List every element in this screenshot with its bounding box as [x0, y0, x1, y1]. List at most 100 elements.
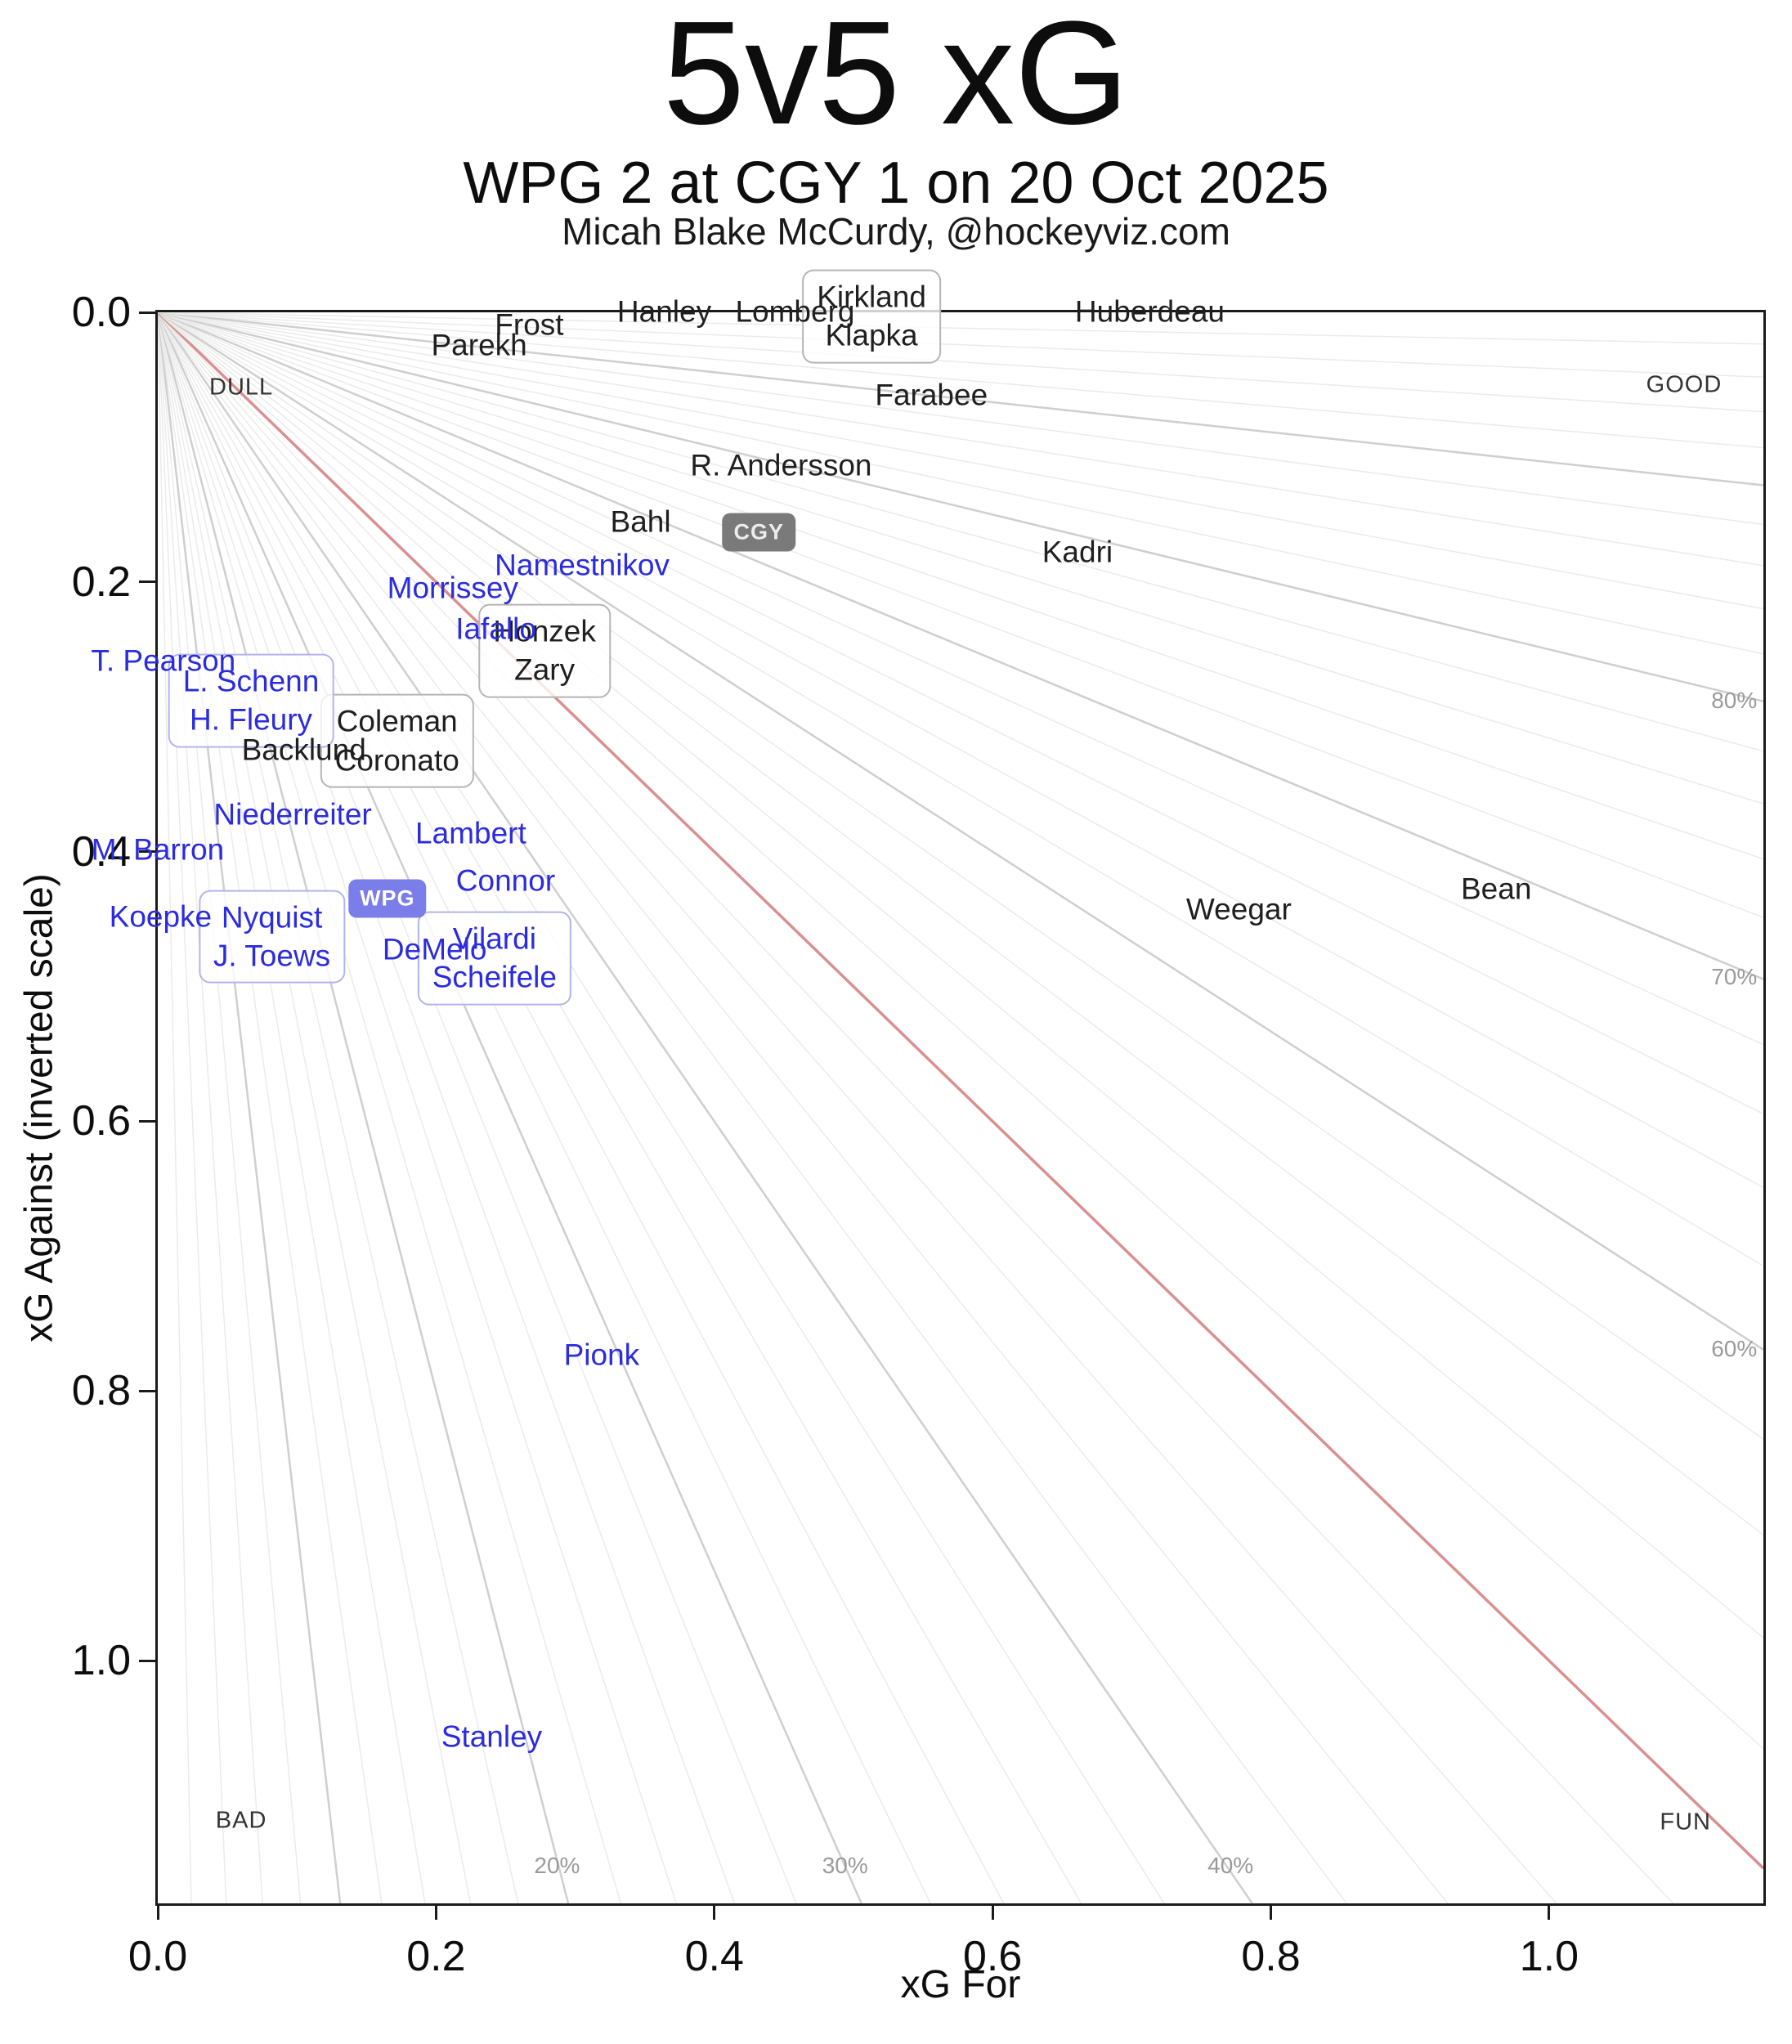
- share-line-92pct: [158, 312, 1763, 449]
- share-line-label-80%: 80%: [1711, 687, 1758, 713]
- y-axis-tick: [139, 1389, 155, 1392]
- share-line-38pct: [158, 312, 1165, 1903]
- x-axis-tick: [991, 1903, 994, 1920]
- player-pair-box: Kirkland Klapka: [802, 269, 941, 364]
- x-axis-tick: [713, 1903, 716, 1920]
- player-pair-box: Vilardi Scheifele: [417, 911, 571, 1006]
- share-line-84pct: [158, 312, 1763, 610]
- y-axis-tick: [139, 850, 155, 854]
- player-label: Huberdeau: [1074, 294, 1225, 329]
- share-line-88pct: [158, 312, 1763, 526]
- share-line-16pct: [158, 312, 472, 1903]
- player-label: Kirkland: [817, 280, 926, 314]
- x-axis-tick: [156, 1903, 159, 1920]
- chart-title: 5v5 xG: [662, 0, 1130, 155]
- y-axis-tick-label: 0.6: [71, 1097, 131, 1145]
- player-pair-box: Nyquist J. Toews: [198, 890, 346, 984]
- share-line-64pct: [158, 312, 1763, 1189]
- y-axis-tick-label: 1.0: [71, 1637, 131, 1685]
- corner-label-bad: BAD: [215, 1807, 267, 1834]
- y-axis-tick-label: 0.4: [71, 827, 131, 876]
- player-label: Parekh: [431, 328, 527, 362]
- share-line-6pct: [158, 312, 263, 1903]
- player-label: R. Andersson: [690, 448, 872, 482]
- share-line-46pct: [158, 312, 1557, 1903]
- share-line-label-20%: 20%: [534, 1852, 580, 1878]
- player-label: Bahl: [610, 504, 671, 539]
- share-line-76pct: [158, 312, 1763, 805]
- player-label: Coronato: [334, 743, 459, 778]
- share-line-98pct: [158, 312, 1763, 345]
- share-line-56pct: [158, 312, 1763, 1535]
- share-line-12pct: [158, 312, 383, 1903]
- share-line-60pct: [158, 312, 1763, 1351]
- x-axis-tick-label: 0.0: [128, 1933, 188, 1980]
- share-line-label-40%: 40%: [1207, 1852, 1254, 1878]
- player-label: L. Schenn: [182, 664, 320, 698]
- share-line-2pct: [158, 312, 192, 1903]
- player-pair-box: L. Schenn H. Fleury: [168, 653, 334, 748]
- share-line-68pct: [158, 312, 1763, 1046]
- share-line-28pct: [158, 312, 797, 1903]
- player-label: Klapka: [825, 318, 918, 352]
- x-axis-tick: [434, 1903, 437, 1920]
- share-line-18pct: [158, 312, 519, 1903]
- player-label: J. Toews: [213, 939, 331, 973]
- player-label: Koepke: [109, 900, 213, 935]
- y-axis-tick: [139, 1659, 155, 1662]
- share-line-78pct: [158, 312, 1763, 752]
- share-fan-lines: [158, 312, 1763, 1903]
- share-line-80pct: [158, 312, 1763, 703]
- player-label: Connor: [455, 863, 556, 898]
- player-label: M. Barron: [91, 832, 225, 867]
- share-line-94pct: [158, 312, 1763, 413]
- share-line-86pct: [158, 312, 1763, 567]
- y-axis-tick-label: 0.0: [71, 289, 131, 336]
- player-label: Vilardi: [452, 921, 536, 956]
- y-axis-tick: [139, 1119, 155, 1123]
- share-line-48pct: [158, 312, 1674, 1903]
- share-line-label-70%: 70%: [1711, 964, 1758, 990]
- y-axis-tick: [139, 580, 155, 584]
- chart-attribution: Micah Blake McCurdy, @hockeyviz.com: [562, 210, 1230, 253]
- share-line-96pct: [158, 312, 1763, 379]
- team-badge-cgy: CGY: [722, 513, 795, 552]
- share-line-40pct: [158, 312, 1253, 1903]
- share-line-label-60%: 60%: [1711, 1336, 1758, 1362]
- player-label: Weegar: [1185, 892, 1292, 926]
- share-line-14pct: [158, 312, 426, 1903]
- y-axis-tick-label: 0.2: [71, 558, 131, 606]
- player-label: Nyquist: [221, 900, 323, 935]
- player-label: Zary: [514, 652, 576, 687]
- x-axis-tick: [1548, 1903, 1551, 1920]
- player-label: Lambert: [415, 816, 526, 850]
- plot-area: [155, 310, 1766, 1906]
- player-label: Namestnikov: [495, 548, 670, 582]
- share-line-10pct: [158, 312, 342, 1903]
- player-label: Honzek: [493, 614, 596, 648]
- share-line-22pct: [158, 312, 622, 1903]
- x-axis-tick-label: 0.4: [684, 1933, 744, 1980]
- share-line-90pct: [158, 312, 1763, 486]
- share-line-4pct: [158, 312, 227, 1903]
- player-label: Coleman: [336, 705, 458, 739]
- player-label: Frost: [495, 308, 564, 343]
- player-label: Morrissey: [387, 571, 518, 605]
- x-axis-tick: [1270, 1903, 1273, 1920]
- player-label: Iafallo: [455, 612, 536, 646]
- share-line-8pct: [158, 312, 302, 1903]
- corner-label-good: GOOD: [1646, 371, 1723, 398]
- corner-label-fun: FUN: [1660, 1809, 1711, 1836]
- x-axis-tick-label: 0.8: [1241, 1933, 1301, 1980]
- share-line-20pct: [158, 312, 570, 1903]
- share-line-34pct: [158, 312, 1005, 1903]
- share-line-50pct: [158, 312, 1763, 1870]
- player-label: H. Fleury: [189, 702, 313, 737]
- player-label: Bean: [1461, 872, 1532, 906]
- share-line-62pct: [158, 312, 1763, 1267]
- x-axis-tick-label: 0.6: [962, 1933, 1023, 1980]
- chart-subtitle: WPG 2 at CGY 1 on 20 Oct 2025: [463, 150, 1329, 216]
- share-line-58pct: [158, 312, 1763, 1440]
- player-label: Niederreiter: [213, 797, 372, 831]
